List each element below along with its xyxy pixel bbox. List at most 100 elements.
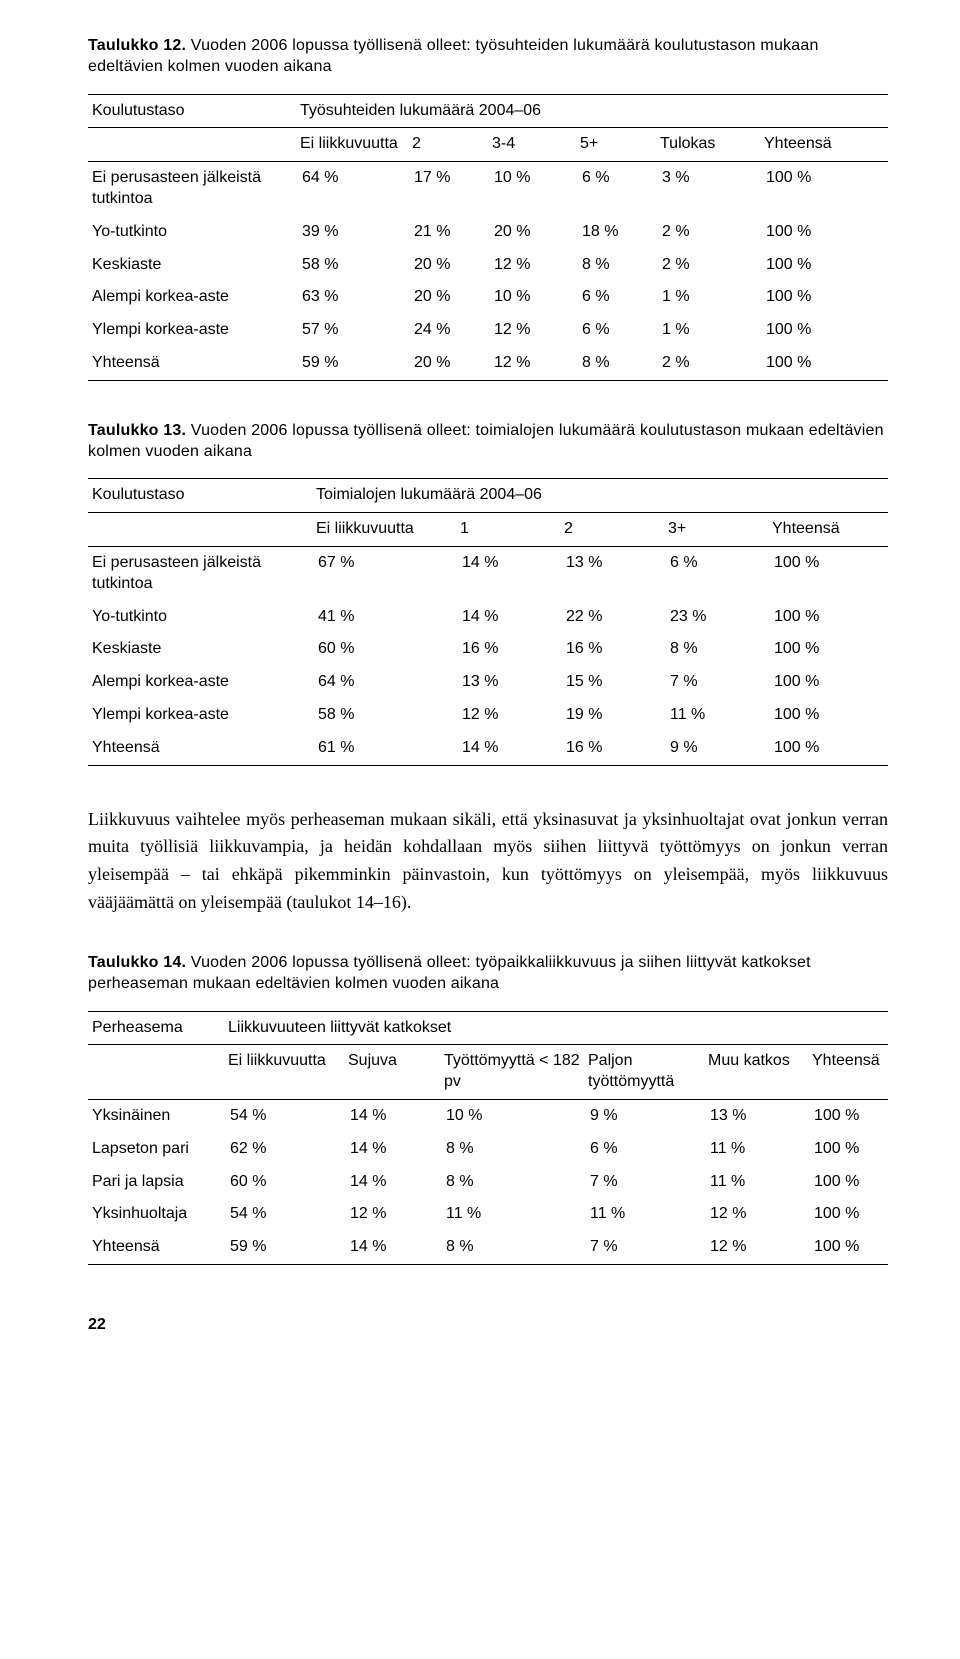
cell: 10 % [440, 1100, 584, 1133]
table13: Koulutustaso Toimialojen lukumäärä 2004–… [88, 478, 888, 765]
cell: 2 % [656, 249, 760, 282]
span-header: Toimialojen lukumäärä 2004–06 [312, 479, 888, 512]
row-header-label: Koulutustaso [88, 479, 312, 512]
cell: 20 % [408, 347, 488, 380]
cell: 39 % [296, 216, 408, 249]
cell: 1 % [656, 281, 760, 314]
table-row: Alempi korkea-aste64 %13 %15 %7 %100 % [88, 666, 888, 699]
cell: 13 % [456, 666, 560, 699]
cell: 58 % [296, 249, 408, 282]
cell: 8 % [440, 1231, 584, 1264]
col-header: Yhteensä [808, 1045, 888, 1100]
cell: 16 % [456, 633, 560, 666]
cell: 7 % [584, 1166, 704, 1199]
cell: 14 % [344, 1133, 440, 1166]
row-label: Yhteensä [88, 1231, 224, 1264]
cell: 13 % [704, 1100, 808, 1133]
table-row: Yo-tutkinto39 %21 %20 %18 %2 %100 % [88, 216, 888, 249]
cell: 61 % [312, 732, 456, 765]
cell: 100 % [808, 1231, 888, 1264]
table-row: Lapseton pari62 %14 %8 %6 %11 %100 % [88, 1133, 888, 1166]
cell: 14 % [456, 546, 560, 600]
table-row: Yksinäinen54 %14 %10 %9 %13 %100 % [88, 1100, 888, 1133]
col-header: Ei liikkuvuutta [312, 513, 456, 547]
row-label: Ei perusasteen jälkeistä tutkintoa [88, 546, 312, 600]
cell: 100 % [768, 732, 888, 765]
cell: 14 % [456, 601, 560, 634]
cell: 14 % [344, 1100, 440, 1133]
cell: 100 % [808, 1198, 888, 1231]
page-number: 22 [88, 1315, 888, 1336]
row-label: Keskiaste [88, 633, 312, 666]
cell: 60 % [224, 1166, 344, 1199]
col-header: Työttömyyttä < 182 pv [440, 1045, 584, 1100]
cell: 64 % [312, 666, 456, 699]
cell: 17 % [408, 162, 488, 216]
cell: 6 % [664, 546, 768, 600]
cell: 6 % [584, 1133, 704, 1166]
col-header: Paljon työttömyyttä [584, 1045, 704, 1100]
cell: 22 % [560, 601, 664, 634]
body-paragraph: Liikkuvuus vaihtelee myös perheaseman mu… [88, 806, 888, 918]
cell: 100 % [760, 281, 888, 314]
cell: 64 % [296, 162, 408, 216]
row-label: Keskiaste [88, 249, 296, 282]
cell: 20 % [408, 249, 488, 282]
cell: 12 % [704, 1198, 808, 1231]
cell: 6 % [576, 281, 656, 314]
table-row: Pari ja lapsia60 %14 %8 %7 %11 %100 % [88, 1166, 888, 1199]
cell: 14 % [456, 732, 560, 765]
cell: 3 % [656, 162, 760, 216]
cell: 7 % [584, 1231, 704, 1264]
table14-caption-rest: Vuoden 2006 lopussa työllisenä olleet: t… [88, 954, 811, 992]
row-label: Yhteensä [88, 732, 312, 765]
cell: 13 % [560, 546, 664, 600]
row-label: Ei perusasteen jälkeistä tutkintoa [88, 162, 296, 216]
table13-caption: Taulukko 13. Vuoden 2006 lopussa työllis… [88, 421, 888, 463]
table-row: Yhteensä59 %20 %12 %8 %2 %100 % [88, 347, 888, 380]
cell: 100 % [808, 1166, 888, 1199]
row-label: Lapseton pari [88, 1133, 224, 1166]
col-header: Tulokas [656, 128, 760, 162]
row-header-label: Koulutustaso [88, 95, 296, 128]
cell: 14 % [344, 1166, 440, 1199]
cell: 10 % [488, 162, 576, 216]
col-header: 1 [456, 513, 560, 547]
cell: 100 % [808, 1100, 888, 1133]
cell: 58 % [312, 699, 456, 732]
cell: 100 % [808, 1133, 888, 1166]
col-header: Ei liikkuvuutta [296, 128, 408, 162]
table-header-row: Perheasema Liikkuvuuteen liittyvät katko… [88, 1012, 888, 1045]
table-row: Alempi korkea-aste63 %20 %10 %6 %1 %100 … [88, 281, 888, 314]
cell: 2 % [656, 216, 760, 249]
table13-caption-rest: Vuoden 2006 lopussa työllisenä olleet: t… [88, 422, 884, 460]
table-row: Ei perusasteen jälkeistä tutkintoa67 %14… [88, 546, 888, 600]
col-header: 5+ [576, 128, 656, 162]
cell: 41 % [312, 601, 456, 634]
cell: 54 % [224, 1198, 344, 1231]
cell: 12 % [456, 699, 560, 732]
cell: 100 % [760, 162, 888, 216]
table14-caption-lead: Taulukko 14. [88, 954, 186, 971]
cell: 11 % [704, 1166, 808, 1199]
cell: 16 % [560, 633, 664, 666]
span-header: Liikkuvuuteen liittyvät katkokset [224, 1012, 888, 1045]
col-header: Muu katkos [704, 1045, 808, 1100]
cell: 11 % [584, 1198, 704, 1231]
cell: 100 % [768, 633, 888, 666]
table-row: Keskiaste58 %20 %12 %8 %2 %100 % [88, 249, 888, 282]
table12-caption-rest: Vuoden 2006 lopussa työllisenä olleet: t… [88, 37, 819, 75]
span-header: Työsuhteiden lukumäärä 2004–06 [296, 95, 888, 128]
cell: 12 % [488, 347, 576, 380]
table-subheader-row: Ei liikkuvuutta 2 3-4 5+ Tulokas Yhteens… [88, 128, 888, 162]
cell: 11 % [664, 699, 768, 732]
cell: 8 % [440, 1166, 584, 1199]
table13-caption-lead: Taulukko 13. [88, 422, 186, 439]
table-header-row: Koulutustaso Työsuhteiden lukumäärä 2004… [88, 95, 888, 128]
cell: 10 % [488, 281, 576, 314]
table-row: Yhteensä59 %14 %8 %7 %12 %100 % [88, 1231, 888, 1264]
cell: 9 % [664, 732, 768, 765]
col-header: Yhteensä [760, 128, 888, 162]
row-label: Alempi korkea-aste [88, 281, 296, 314]
cell: 12 % [488, 249, 576, 282]
